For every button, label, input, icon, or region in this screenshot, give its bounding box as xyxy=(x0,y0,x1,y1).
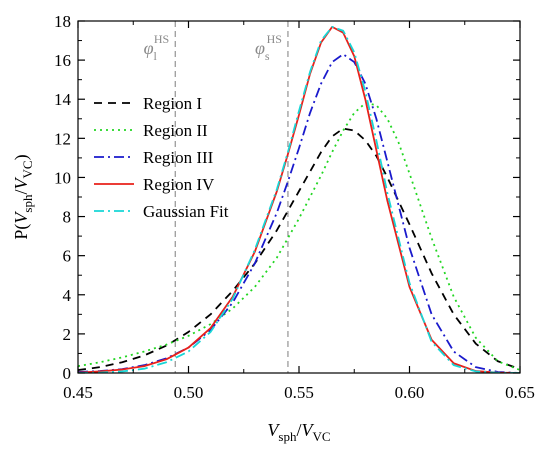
y-tick-label: 8 xyxy=(63,208,72,227)
series-line-2 xyxy=(78,102,520,371)
y-tick-label: 6 xyxy=(63,247,72,266)
x-tick-label: 0.50 xyxy=(174,383,204,402)
plot-frame xyxy=(77,20,521,374)
x-tick-label: 0.60 xyxy=(395,383,425,402)
x-tick-label: 0.55 xyxy=(284,383,314,402)
axes: 0.45 0.50 0.55 0.60 0.65 0 2 4 6 8 10 12 14 16 18 xyxy=(54,12,535,402)
y-axis-label: P(Vsph/VVC) xyxy=(11,154,35,239)
x-tick-label: 0.65 xyxy=(505,383,535,402)
plot-area: φlHS φsHS xyxy=(78,21,520,373)
y-tick-label: 16 xyxy=(54,51,71,70)
axis-labels: Vsph/VVC P(Vsph/VVC) xyxy=(11,154,331,444)
y-tick-label: 10 xyxy=(54,168,71,187)
legend-label-2: Region II xyxy=(143,121,208,140)
x-axis-label: Vsph/VVC xyxy=(267,420,330,444)
y-tick-label: 14 xyxy=(54,90,72,109)
series-line-5 xyxy=(78,25,520,373)
y-tick-label: 4 xyxy=(63,286,72,305)
y-tick-label: 18 xyxy=(54,12,71,31)
hs-marker-label-2: φsHS xyxy=(255,32,282,63)
legend-label-1: Region I xyxy=(143,94,202,113)
x-tick-label: 0.45 xyxy=(63,383,93,402)
legend-label-4: Region IV xyxy=(143,175,215,194)
y-tick-label: 12 xyxy=(54,129,71,148)
legend: Region I Region II Region III Region IV Gaus… xyxy=(94,94,229,221)
legend-label-3: Region III xyxy=(143,148,214,167)
y-tick-label: 0 xyxy=(63,364,72,383)
series-line-1 xyxy=(78,127,520,371)
hs-marker-label-1: φlHS xyxy=(144,32,170,63)
series-group xyxy=(78,25,520,373)
series-line-4 xyxy=(78,25,520,373)
y-tick-label: 2 xyxy=(63,325,72,344)
legend-label-5: Gaussian Fit xyxy=(143,202,229,221)
